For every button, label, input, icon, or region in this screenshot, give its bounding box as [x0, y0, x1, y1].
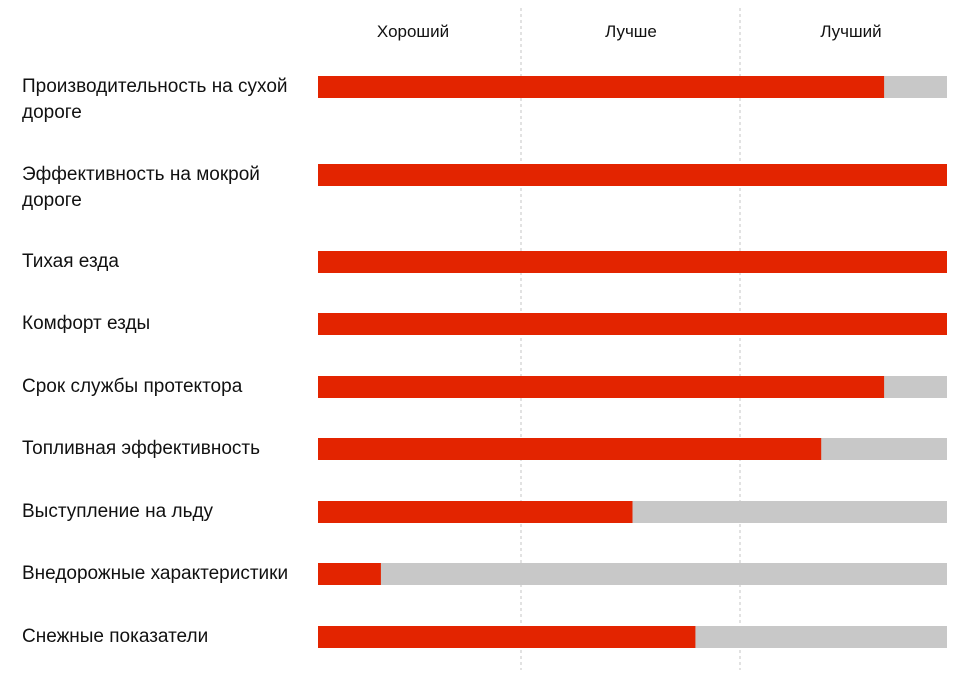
category-label: Срок службы протектора: [22, 376, 243, 397]
category-label: Производительность на сухой дороге: [22, 76, 288, 123]
scale-header-label: Лучший: [820, 22, 881, 41]
category-label: Снежные показатели: [22, 626, 209, 647]
category-label: Выступление на льду: [22, 501, 214, 522]
category-label: Комфорт езды: [22, 313, 151, 334]
category-label: Тихая езда: [22, 251, 119, 272]
bar-value: [318, 313, 947, 335]
bar-value: [318, 251, 947, 273]
bar-value: [318, 563, 381, 585]
bar-value: [318, 76, 885, 98]
bar-value: [318, 626, 696, 648]
bar-value: [318, 501, 633, 523]
category-label: Эффективность на мокрой дороге: [22, 164, 260, 211]
bar-value: [318, 164, 947, 186]
bar-track: [318, 563, 947, 585]
category-label: Топливная эффективность: [22, 438, 261, 459]
category-label: Внедорожные характеристики: [22, 563, 289, 584]
bar-value: [318, 376, 885, 398]
scale-header-label: Хороший: [377, 22, 449, 41]
bar-value: [318, 438, 822, 460]
scale-header-label: Лучше: [605, 22, 657, 41]
